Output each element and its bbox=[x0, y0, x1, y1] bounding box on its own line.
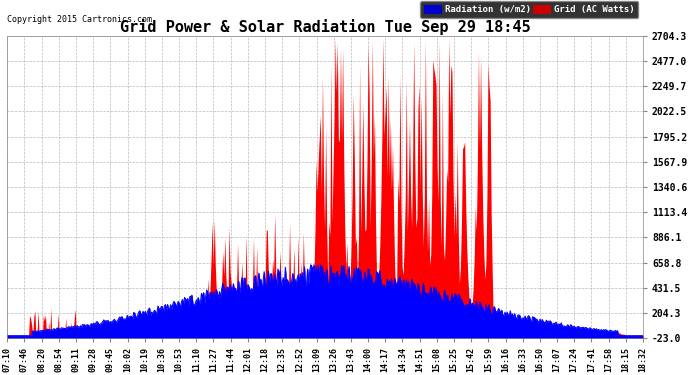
Text: Copyright 2015 Cartronics.com: Copyright 2015 Cartronics.com bbox=[8, 15, 152, 24]
Title: Grid Power & Solar Radiation Tue Sep 29 18:45: Grid Power & Solar Radiation Tue Sep 29 … bbox=[120, 19, 531, 34]
Legend: Radiation (w/m2), Grid (AC Watts): Radiation (w/m2), Grid (AC Watts) bbox=[420, 1, 638, 18]
